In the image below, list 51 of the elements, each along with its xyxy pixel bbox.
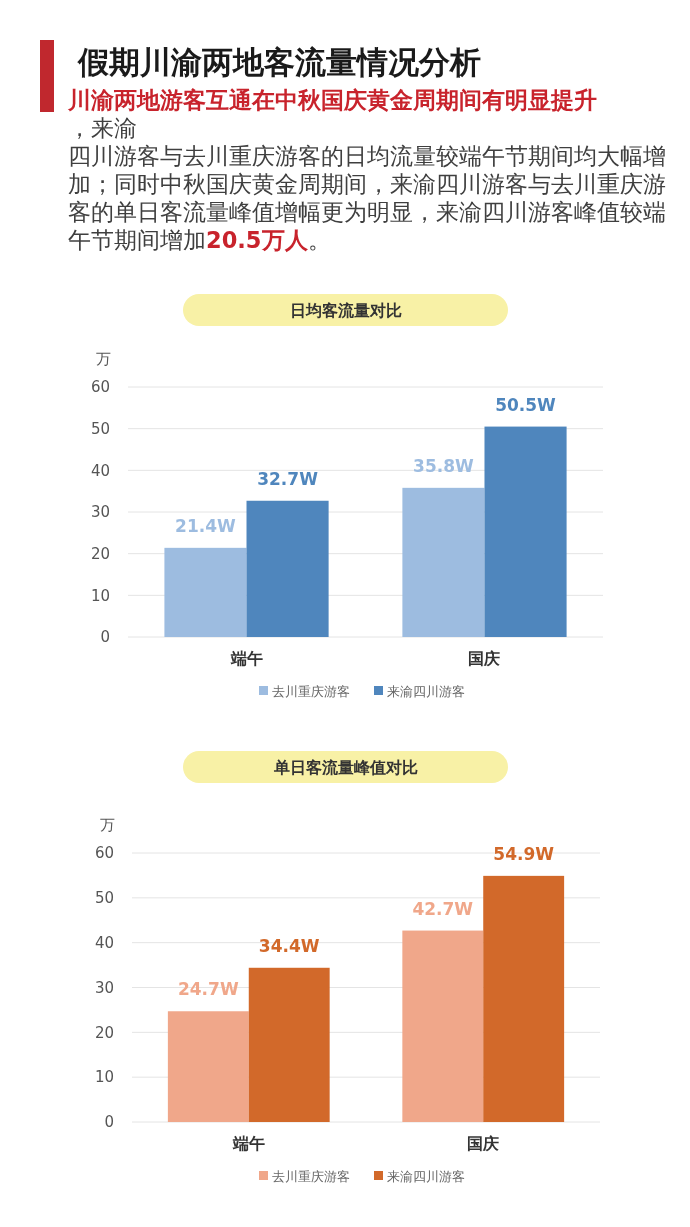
bar [402,487,485,637]
text: 客的单日客流量峰值增幅更为明显，来渝四川游客峰值较端 [68,199,666,225]
y-tick-label: 20 [90,544,110,563]
data-label: 34.4W [258,935,320,956]
chart-title: 日均客流量对比 [289,300,402,320]
y-tick-label: 40 [94,933,114,952]
data-label: 24.7W [177,979,239,1000]
text: 加；同时中秋国庆黄金周期间，来渝四川游客与去川重庆游 [68,171,666,197]
text: 假期川渝两地客流量情况分析 [78,43,481,82]
bar [484,426,567,637]
legend-label: 去川重庆游客 [272,683,350,699]
bar [402,930,484,1122]
y-tick-label: 40 [90,461,110,480]
y-tick-label: 60 [94,844,114,863]
text: 。 [307,227,331,253]
legend-label: 来渝四川游客 [387,683,465,699]
bar [248,967,330,1122]
y-tick-label: 30 [90,503,110,522]
y-tick-label: 20 [94,1023,114,1042]
chart-title: 单日客流量峰值对比 [272,757,418,777]
y-tick-label: 50 [94,889,114,908]
y-tick-label: 30 [94,978,114,997]
bar [167,1011,249,1122]
text: 午节期间增加 [68,227,206,253]
x-tick-label: 国庆 [468,649,501,669]
y-axis-title: 万 [95,350,111,369]
y-tick-label: 10 [94,1068,114,1087]
bar [246,500,329,637]
y-tick-label: 60 [90,378,110,397]
x-tick-label: 端午 [229,649,263,669]
data-label: 21.4W [175,515,237,536]
y-axis-title: 万 [99,816,115,835]
data-label: 50.5W [495,394,557,415]
data-label: 35.8W [413,455,475,476]
x-tick-label: 端午 [231,1134,265,1154]
y-tick-label: 50 [90,419,110,438]
x-tick-label: 国庆 [467,1134,500,1154]
text: 20.5万人 [206,227,308,253]
text: ，来渝 [68,115,137,141]
y-tick-label: 0 [104,1113,114,1132]
legend-label: 来渝四川游客 [387,1168,465,1184]
data-label: 54.9W [493,843,555,864]
bar [164,547,247,637]
y-tick-label: 10 [90,586,110,605]
bar [483,875,565,1122]
data-label: 32.7W [257,468,319,489]
text: 四川游客与去川重庆游客的日均流量较端午节期间均大幅增 [68,143,666,169]
data-label: 42.7W [412,898,474,919]
text: 川渝两地游客互通在中秋国庆黄金周期间有明显提升 [68,87,597,113]
y-tick-label: 0 [100,628,110,647]
legend-label: 去川重庆游客 [272,1168,350,1184]
